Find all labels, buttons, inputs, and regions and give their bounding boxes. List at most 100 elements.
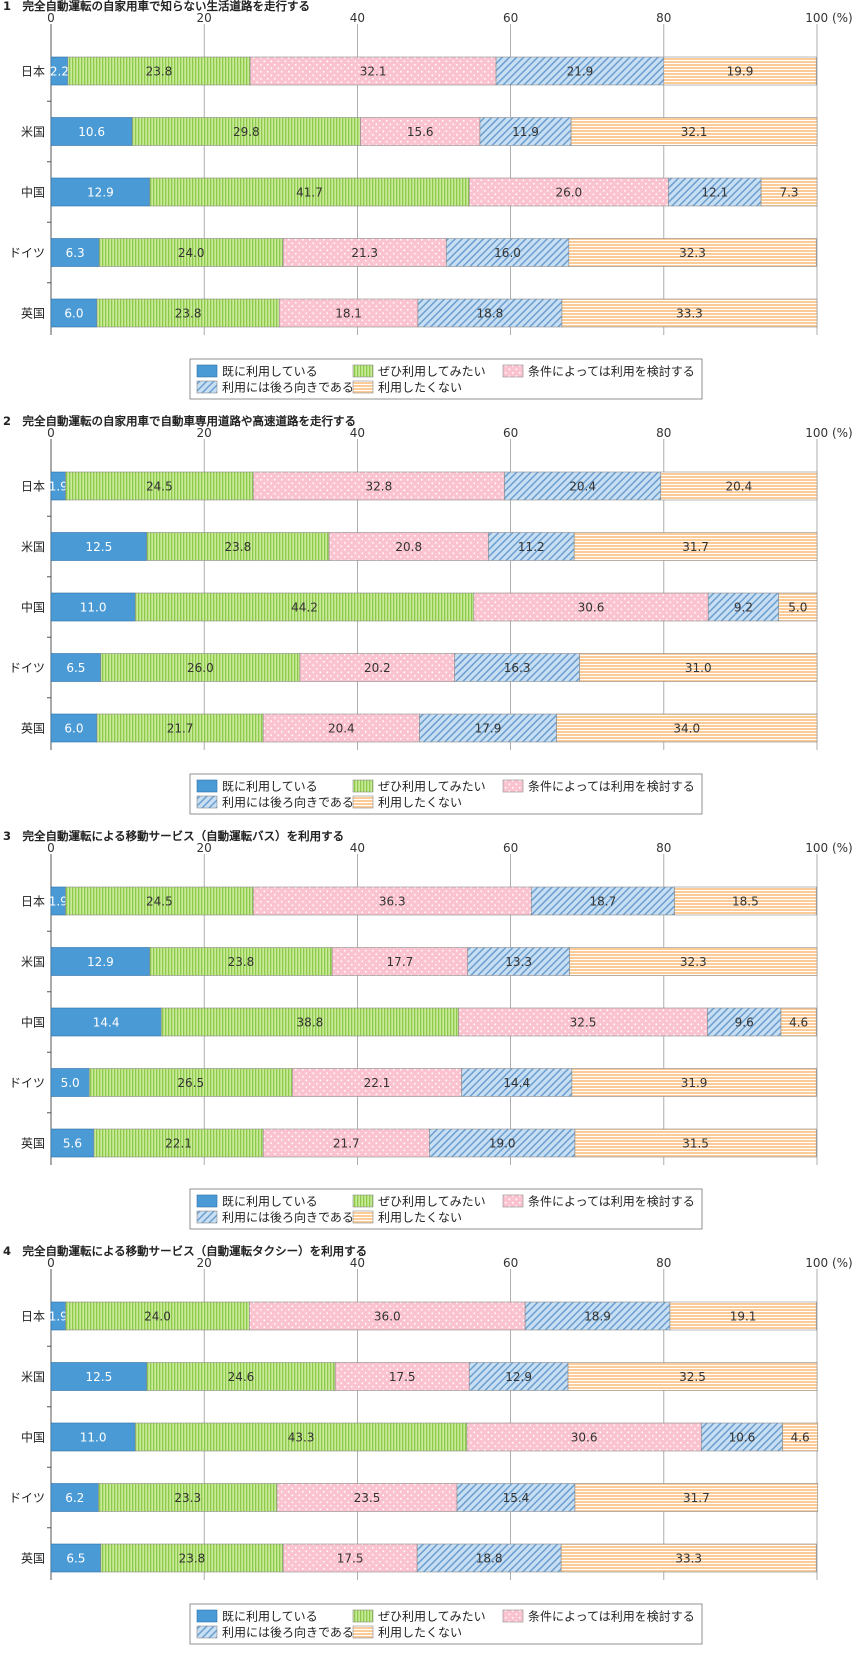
bar-segment-negative [707, 1007, 782, 1037]
data-label: 32.5 [570, 1016, 597, 1030]
bar-segment-no [560, 1543, 817, 1573]
legend-swatch-no [352, 795, 374, 809]
data-label: 31.7 [683, 1491, 710, 1505]
data-label: 20.8 [395, 540, 422, 554]
legend-swatch-already [196, 1194, 218, 1208]
bar-segment-want [100, 1543, 284, 1573]
bar-segment-no [669, 1301, 817, 1331]
legend-swatch-conditional [502, 1609, 524, 1623]
data-label: 26.0 [187, 661, 214, 675]
x-tick-label: 100 (%) [805, 426, 852, 440]
bar-segment-no [570, 117, 818, 146]
legend-swatch-want [352, 1194, 374, 1208]
data-label: 19.1 [730, 1310, 757, 1324]
category-label: 英国 [21, 1552, 45, 1566]
data-label: 20.2 [364, 661, 391, 675]
data-label: 19.9 [727, 65, 754, 79]
legend-swatch-want [352, 779, 374, 793]
data-label: 31.0 [685, 661, 712, 675]
data-label: 26.0 [555, 186, 582, 200]
x-tick-label: 80 [656, 426, 671, 440]
data-label: 20.4 [726, 480, 753, 494]
bar-segment-conditional [282, 238, 447, 267]
data-label: 6.3 [66, 246, 85, 260]
data-label: 12.5 [86, 1370, 113, 1384]
legend-label: 条件によっては利用を検討する [528, 1194, 695, 1209]
data-label: 4.6 [791, 1431, 810, 1445]
x-tick-label: 100 (%) [805, 841, 852, 855]
bar-segment-already [50, 713, 98, 743]
data-label: 21.7 [167, 722, 194, 736]
data-label: 32.3 [679, 246, 706, 260]
bar-segment-want [134, 592, 475, 622]
legend-label: 利用には後ろ向きである [222, 380, 354, 395]
data-label: 6.2 [65, 1491, 84, 1505]
x-tick-label: 0 [47, 841, 55, 855]
bar-segment-already [50, 238, 100, 267]
data-label: 43.3 [288, 1431, 315, 1445]
bar-segment-already [50, 947, 151, 976]
bar-segment-already [50, 1483, 99, 1512]
x-tick-label: 100 (%) [805, 1256, 852, 1270]
bar-segment-no [574, 1483, 819, 1512]
data-label: 30.6 [571, 1431, 598, 1445]
category-label: 英国 [21, 722, 45, 736]
data-label: 29.8 [233, 125, 260, 139]
data-label: 11.2 [518, 540, 545, 554]
bar-segment-negative [468, 1362, 569, 1391]
bar-segment-no [660, 471, 818, 501]
x-tick-label: 20 [197, 1256, 212, 1270]
data-label: 16.0 [494, 246, 521, 260]
bar-segment-negative [445, 238, 570, 267]
data-label: 12.9 [505, 1370, 532, 1384]
data-label: 23.8 [228, 955, 255, 969]
data-label: 10.6 [729, 1431, 756, 1445]
category-label: 中国 [21, 1430, 45, 1445]
legend-label: 利用したくない [378, 1626, 462, 1640]
bar-segment-want [65, 471, 254, 501]
data-label: 23.8 [146, 65, 173, 79]
data-label: 2.2 [50, 65, 69, 79]
bar-segment-already [50, 592, 136, 622]
data-label: 33.3 [675, 1552, 702, 1566]
data-label: 34.0 [673, 722, 700, 736]
bar-segment-conditional [360, 117, 481, 146]
legend-swatch-no [352, 1625, 374, 1639]
data-label: 21.3 [351, 246, 378, 260]
bar-segment-want [134, 1422, 468, 1452]
bar-segment-conditional [328, 532, 489, 561]
legend-label: 利用したくない [378, 796, 462, 810]
category-label: 中国 [21, 1015, 45, 1030]
bar-segment-already [50, 653, 102, 682]
bar-segment-no [569, 947, 818, 976]
data-label: 26.5 [177, 1076, 204, 1090]
data-label: 6.0 [64, 307, 83, 321]
bar-segment-no [567, 1362, 818, 1391]
data-label: 13.3 [505, 955, 532, 969]
x-tick-label: 80 [656, 1256, 671, 1270]
x-tick-label: 40 [350, 426, 365, 440]
bar-segment-already [50, 177, 151, 207]
category-label: ドイツ [9, 246, 45, 260]
x-tick-label: 20 [197, 841, 212, 855]
bar-segment-conditional [249, 1301, 526, 1331]
bar-segment-negative [416, 1543, 562, 1573]
data-label: 4.6 [789, 1016, 808, 1030]
data-label: 6.5 [66, 661, 85, 675]
data-label: 23.8 [175, 307, 202, 321]
x-tick-label: 60 [503, 1256, 518, 1270]
legend-label: 既に利用している [222, 780, 318, 794]
x-tick-label: 100 (%) [805, 11, 852, 25]
category-label: 日本 [21, 895, 45, 909]
data-label: 31.9 [681, 1076, 708, 1090]
legend-swatch-negative [196, 1625, 218, 1639]
legend-label: ぜひ利用してみたい [378, 1610, 486, 1624]
bar-segment-no [571, 1068, 817, 1097]
data-label: 17.7 [387, 955, 414, 969]
data-label: 12.1 [701, 186, 728, 200]
bar-segment-want [93, 1128, 264, 1158]
data-label: 23.8 [179, 1552, 206, 1566]
chart-title: 1 完全自動運転の自家用車で知らない生活道路を走行する [3, 0, 310, 13]
legend-label: 利用には後ろ向きである [222, 1625, 354, 1640]
